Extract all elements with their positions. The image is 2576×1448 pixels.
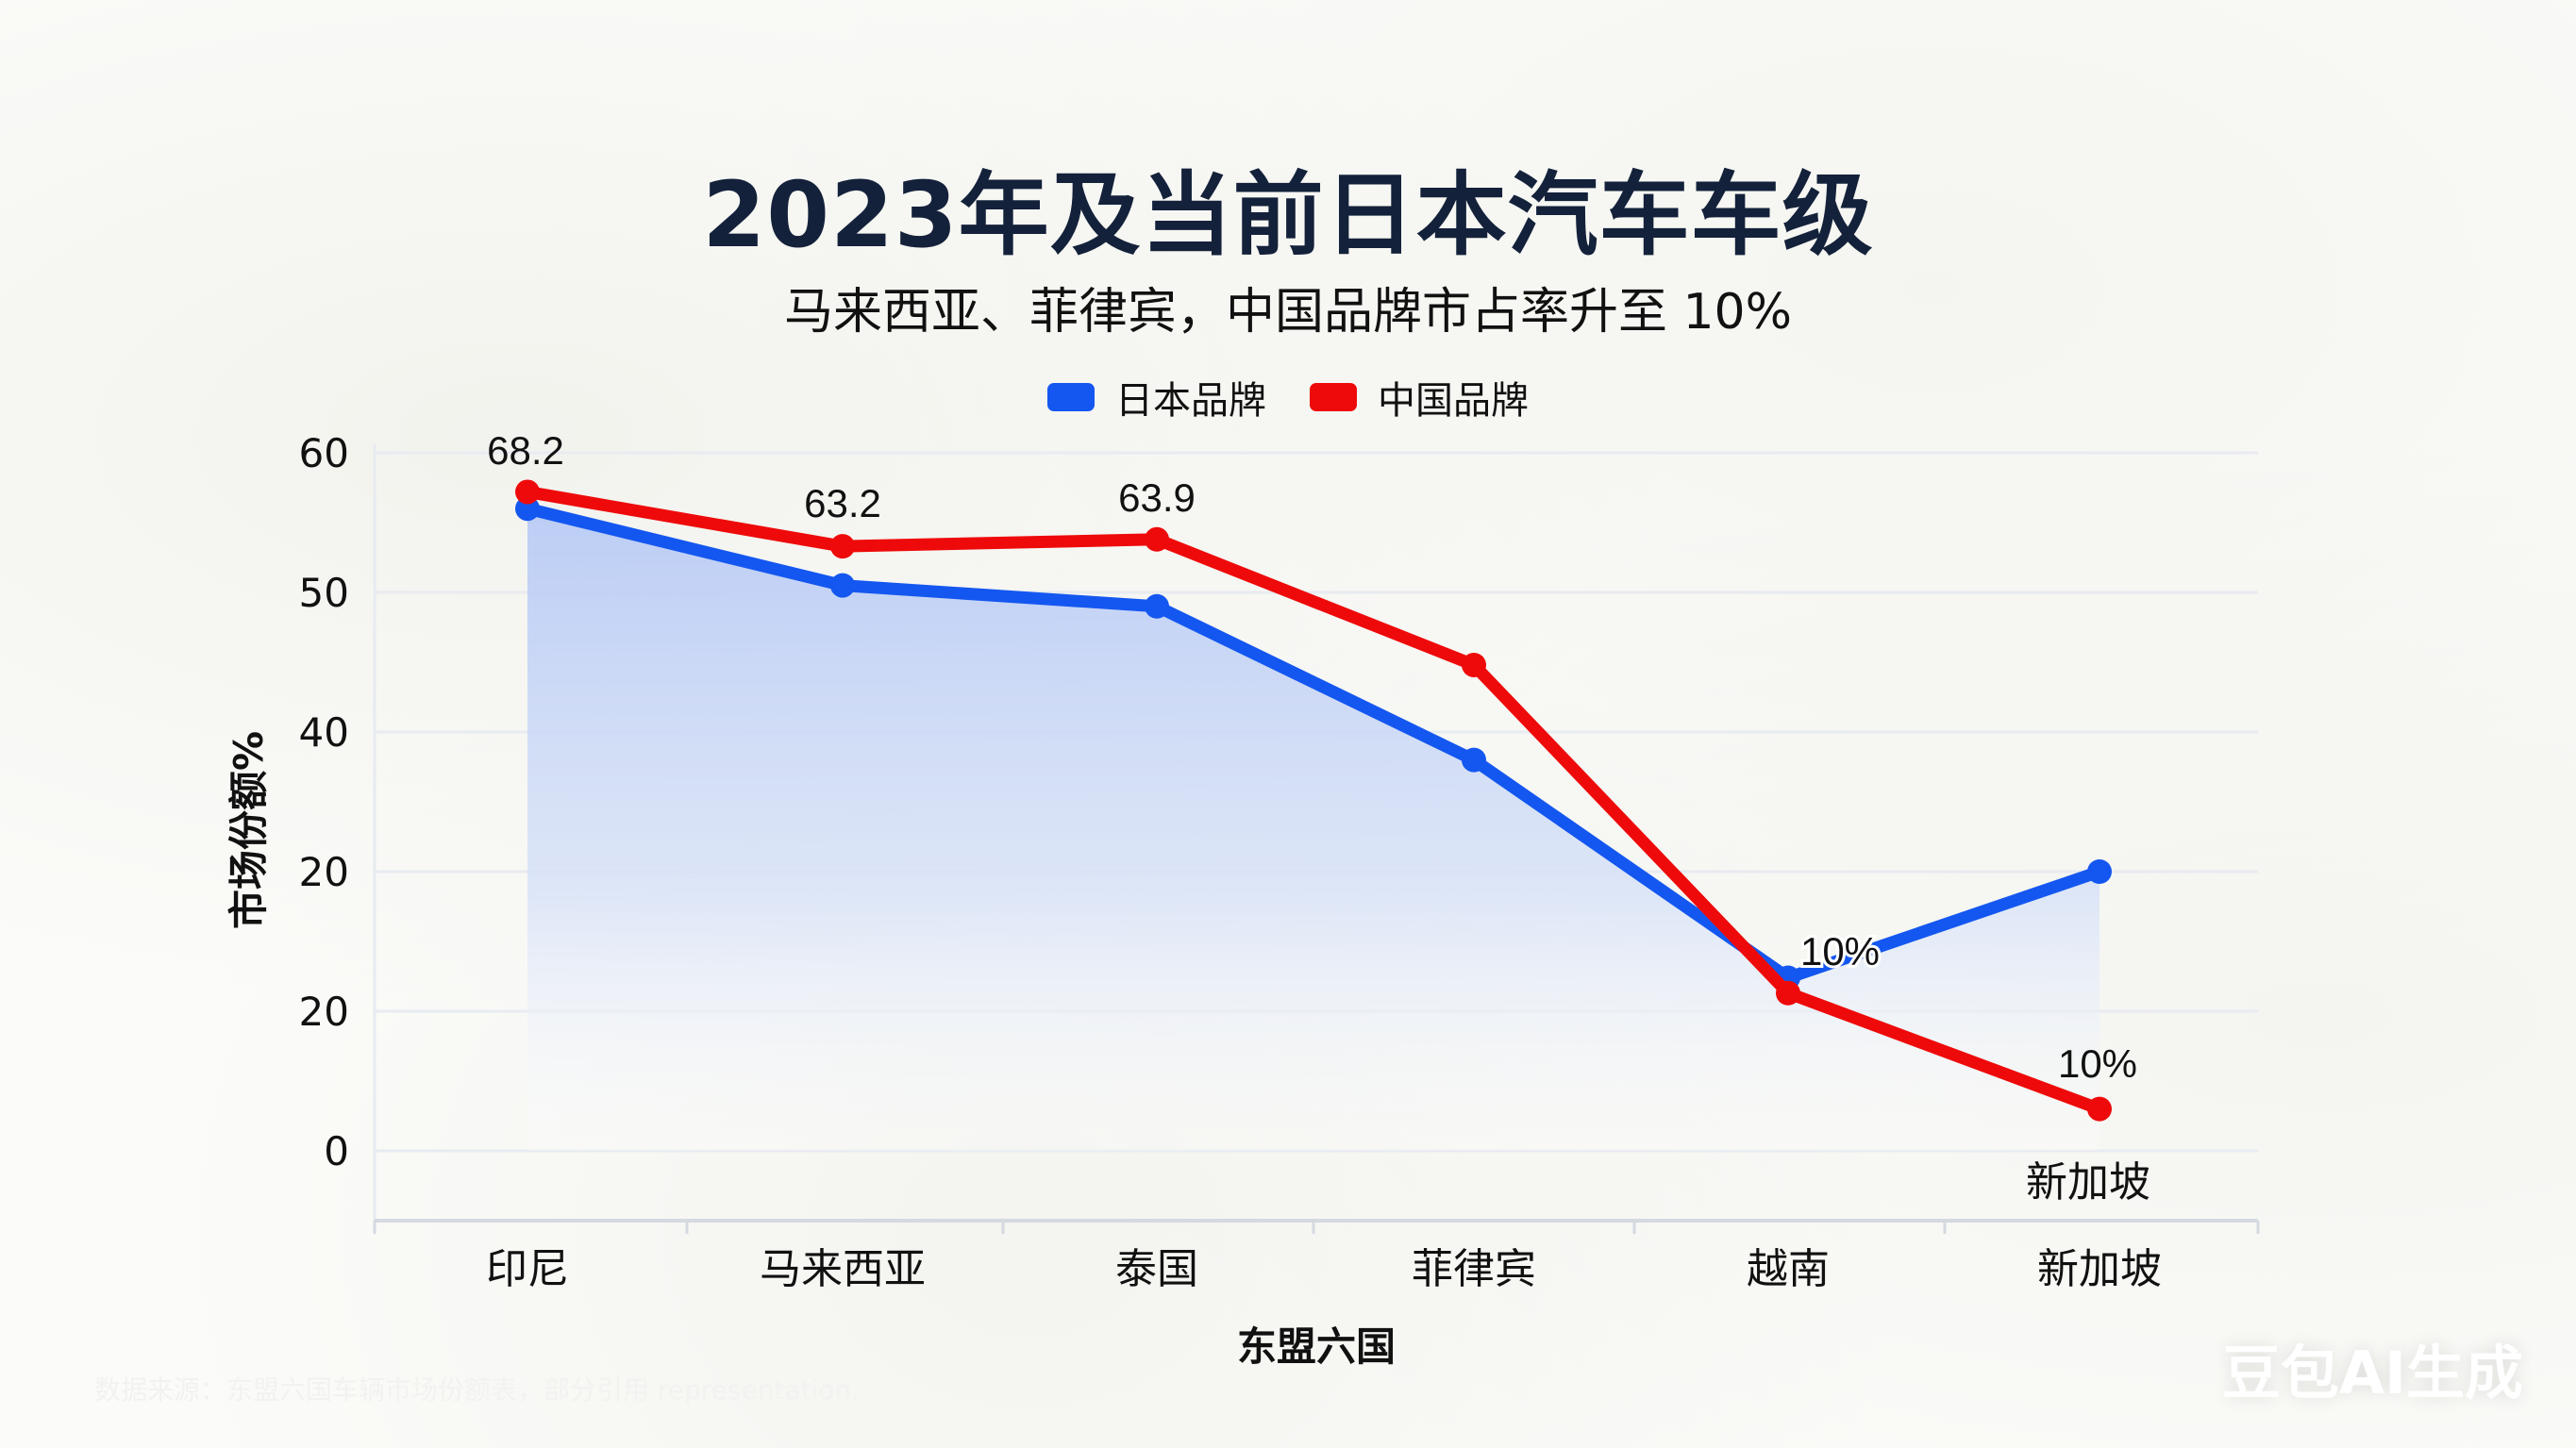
chart-subtitle: 马来西亚、菲律宾，中国品牌市占率升至 10% xyxy=(783,284,1793,341)
data-label: 10% xyxy=(1800,929,1880,974)
japan-series-line xyxy=(521,502,2106,984)
y-axis-ticks: 60 50 40 20 20 0 xyxy=(299,430,349,1174)
x-category-label: 印尼 xyxy=(486,1245,569,1293)
y-tick-label: 20 xyxy=(299,849,349,895)
china-series-point[interactable] xyxy=(1145,526,1169,552)
area-fill xyxy=(527,508,2099,1151)
y-axis-title: 市场份额% xyxy=(226,731,272,929)
japan-area-fill xyxy=(527,508,2099,1151)
legend-label-japan: 日本品牌 xyxy=(1115,379,1266,423)
x-category-label: 越南 xyxy=(1747,1245,1830,1293)
data-label: 新加坡 xyxy=(2026,1158,2150,1207)
data-labels: 68.2 63.2 63.9 10% 10% 新加坡 xyxy=(487,428,2150,1207)
china-series-point[interactable] xyxy=(2087,1096,2112,1122)
legend-item-china[interactable]: 中国品牌 xyxy=(1310,370,1529,424)
data-label: 10% xyxy=(2058,1041,2137,1086)
legend-swatch-china xyxy=(1310,383,1357,411)
china-series-point[interactable] xyxy=(830,534,855,559)
legend-label-china: 中国品牌 xyxy=(1378,379,1529,423)
watermark: 豆包AI生成 xyxy=(2222,1339,2524,1407)
series-lines xyxy=(515,479,2112,1122)
japan-series-point[interactable] xyxy=(515,496,540,522)
y-tick-label: 20 xyxy=(299,989,349,1035)
x-category-label: 马来西亚 xyxy=(760,1245,926,1293)
chart-title: 2023年及当前日本汽车车级 xyxy=(702,162,1874,268)
y-tick-label: 60 xyxy=(299,430,349,476)
data-label: 68.2 xyxy=(487,428,564,473)
legend-swatch-japan xyxy=(1047,383,1095,411)
china-series-point[interactable] xyxy=(1462,652,1486,677)
x-category-label: 新加坡 xyxy=(2037,1245,2162,1293)
japan-series-point[interactable] xyxy=(830,573,855,598)
data-label: 63.2 xyxy=(804,481,881,525)
japan-series-point[interactable] xyxy=(2087,859,2112,884)
x-axis-title: 东盟六国 xyxy=(1237,1323,1396,1370)
china-series-point[interactable] xyxy=(515,479,540,505)
china-series-point[interactable] xyxy=(1776,980,1800,1006)
data-label: 63.9 xyxy=(1118,475,1196,520)
legend: 日本品牌 中国品牌 xyxy=(0,370,2576,424)
y-tick-label: 40 xyxy=(299,709,349,756)
y-tick-label: 50 xyxy=(299,570,349,616)
japan-series-point[interactable] xyxy=(1145,593,1169,619)
x-category-label: 菲律宾 xyxy=(1412,1245,1536,1293)
x-category-label: 泰国 xyxy=(1115,1245,1198,1293)
x-axis: 印尼 马来西亚 泰国 菲律宾 越南 新加坡 xyxy=(373,1219,2260,1293)
china-series-line xyxy=(521,485,2106,1116)
japan-series-point[interactable] xyxy=(1462,747,1486,773)
legend-item-japan[interactable]: 日本品牌 xyxy=(1047,370,1266,424)
footnote: 数据来源：东盟六国车辆市场份额表，部分引用 representation. xyxy=(94,1374,861,1406)
y-tick-label: 0 xyxy=(324,1128,349,1174)
